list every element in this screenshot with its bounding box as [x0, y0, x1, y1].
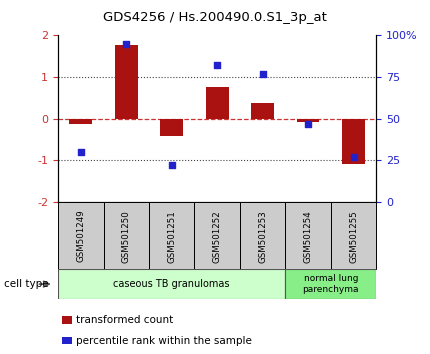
Text: GSM501255: GSM501255 — [349, 210, 358, 263]
Bar — [286, 202, 331, 269]
Text: GSM501252: GSM501252 — [213, 210, 221, 263]
Point — [123, 41, 130, 46]
Point — [168, 162, 175, 168]
Text: GSM501254: GSM501254 — [304, 210, 313, 263]
Text: GSM501250: GSM501250 — [122, 210, 131, 263]
Text: GSM501251: GSM501251 — [167, 210, 176, 263]
Point — [259, 71, 266, 76]
Text: transformed count: transformed count — [76, 315, 173, 325]
Bar — [104, 202, 149, 269]
Point — [77, 149, 84, 155]
Text: GSM501249: GSM501249 — [76, 210, 85, 262]
Text: caseous TB granulomas: caseous TB granulomas — [114, 279, 230, 289]
Bar — [69, 119, 92, 124]
Bar — [206, 87, 228, 119]
Text: percentile rank within the sample: percentile rank within the sample — [76, 336, 252, 346]
Bar — [160, 119, 183, 136]
Bar — [240, 202, 286, 269]
Bar — [297, 119, 319, 121]
Bar — [58, 202, 104, 269]
Bar — [342, 119, 365, 164]
Point — [214, 63, 221, 68]
Text: GSM501253: GSM501253 — [258, 210, 267, 263]
Bar — [331, 202, 376, 269]
Bar — [194, 202, 240, 269]
Text: GDS4256 / Hs.200490.0.S1_3p_at: GDS4256 / Hs.200490.0.S1_3p_at — [103, 11, 327, 24]
Bar — [149, 202, 194, 269]
Bar — [251, 103, 274, 119]
Bar — [115, 45, 138, 119]
Bar — [286, 269, 376, 299]
Point — [350, 154, 357, 160]
Point — [304, 121, 311, 126]
Text: cell type: cell type — [4, 279, 49, 289]
Text: normal lung
parenchyma: normal lung parenchyma — [303, 274, 359, 294]
Bar — [58, 269, 286, 299]
